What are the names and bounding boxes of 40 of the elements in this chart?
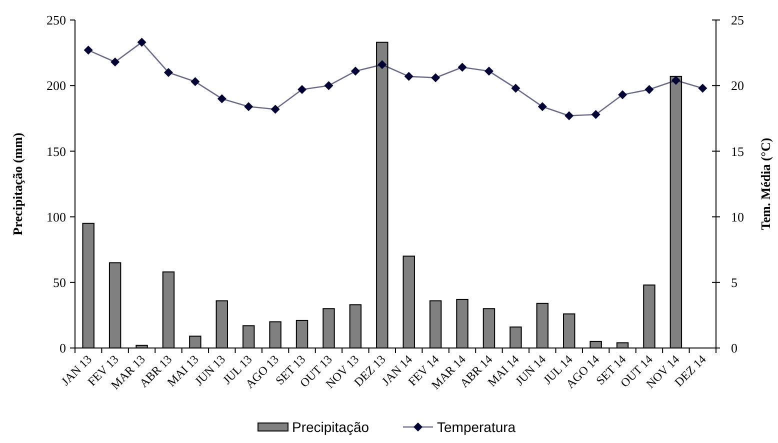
point [190,77,200,86]
y-tick-label: 200 [46,78,66,94]
point [618,90,628,100]
y2-tick-label: 10 [731,209,744,224]
point [324,81,334,90]
point [484,66,494,76]
y-tick-label: 50 [53,274,66,290]
y-axis-title: Precipitação (mm) [10,132,25,236]
y-tick-label: 150 [46,144,66,159]
point [511,84,520,93]
point [217,94,226,104]
point [137,38,146,47]
point [404,72,414,81]
point [378,60,387,70]
point [564,111,574,120]
y2-tick-label: 15 [731,144,744,159]
y-tick-label: 100 [46,209,66,224]
y-tick-label: 0 [60,340,66,356]
y2-tick-label: 0 [731,340,738,356]
point [538,102,547,112]
y2-tick-label: 5 [731,274,738,290]
point [164,68,173,77]
point [644,85,654,94]
legend-label: Precipitação [292,419,370,435]
point [458,62,467,72]
y2-tick-label: 20 [731,78,744,94]
y-tick-label: 250 [46,12,66,28]
point [671,76,680,85]
point [591,110,600,119]
point [698,84,708,93]
point [244,102,254,112]
point [270,104,280,114]
y2-tick-label: 25 [731,12,744,28]
y2-axis-title: Tem. Média (°C) [758,138,773,230]
point [298,85,307,94]
legend-label: Temperatura [437,419,516,435]
point [110,57,120,66]
point [431,73,440,82]
point [84,46,93,55]
point [350,66,360,76]
